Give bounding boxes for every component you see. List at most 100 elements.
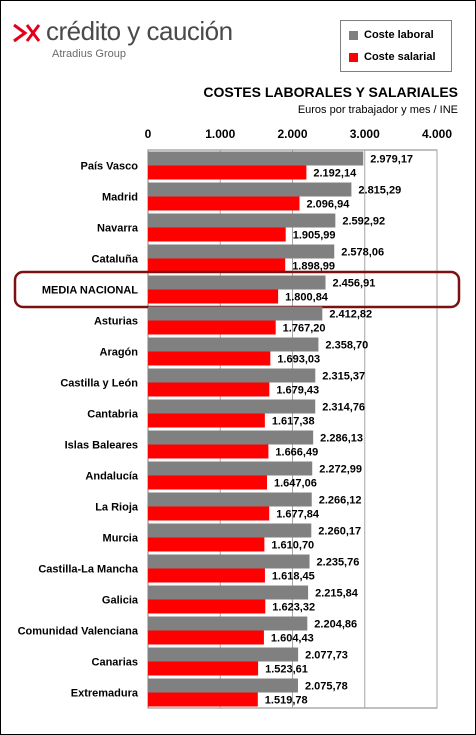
category-label: Aragón [100,347,139,359]
category-label: Navarra [97,223,139,235]
category-label: Cataluña [92,254,139,266]
data-label-coste-laboral: 2.315,37 [322,371,365,383]
data-label-coste-laboral: 2.266,12 [319,495,362,507]
bar-coste-salarial [148,320,276,335]
bar-coste-salarial [148,165,307,180]
x-tick-label: 3.000 [350,127,380,141]
data-label-coste-salarial: 1.617,38 [272,416,315,428]
bar-coste-salarial [148,692,258,707]
data-label-coste-salarial: 1.767,20 [283,323,326,335]
data-label-coste-salarial: 1.693,03 [277,354,320,366]
legend-label: Coste laboral [364,29,434,41]
category-label: Andalucía [85,471,138,483]
bar-coste-salarial [148,568,265,583]
bar-coste-salarial [148,630,264,645]
category-label: País Vasco [81,161,139,173]
chart-subtitle: Euros por trabajador y mes / INE [297,104,458,116]
data-label-coste-salarial: 2.096,94 [307,199,351,211]
bar-coste-salarial [148,351,271,366]
bar-coste-laboral [148,151,364,166]
category-label: La Rioja [95,502,139,514]
x-tick-label: 1.000 [205,127,235,141]
data-label-coste-salarial: 1.604,43 [271,633,314,645]
brand-chevron-icon [13,23,41,43]
bar-coste-salarial [148,661,259,676]
data-label-coste-laboral: 2.260,17 [318,526,361,538]
data-label-coste-salarial: 1.800,84 [285,292,329,304]
data-label-coste-laboral: 2.592,92 [342,216,385,228]
bar-coste-salarial [148,289,279,304]
data-label-coste-laboral: 2.578,06 [341,247,384,259]
data-label-coste-laboral: 2.215,84 [315,588,359,600]
data-label-coste-laboral: 2.235,76 [317,557,360,569]
category-label: Madrid [102,192,138,204]
bar-coste-laboral [148,368,316,383]
chart-title: COSTES LABORALES Y SALARIALES [203,84,458,100]
bar-coste-laboral [148,244,335,259]
category-label: Islas Baleares [65,440,138,452]
data-label-coste-laboral: 2.204,86 [314,619,357,631]
x-tick-label: 4.000 [422,127,452,141]
category-label: Asturias [94,316,138,328]
data-label-coste-salarial: 1.677,84 [276,509,320,521]
category-label: Extremadura [71,688,139,700]
data-label-coste-laboral: 2.358,70 [325,340,368,352]
bar-coste-laboral [148,554,310,569]
bar-coste-salarial [148,444,269,459]
data-label-coste-laboral: 2.412,82 [329,309,372,321]
bar-coste-laboral [148,678,298,693]
bar-coste-salarial [148,382,270,397]
category-label: Murcia [103,533,139,545]
data-label-coste-laboral: 2.314,76 [322,402,365,414]
data-label-coste-salarial: 1.905,99 [293,230,336,242]
category-label: Castilla-La Mancha [38,564,139,576]
category-label: Galicia [102,595,139,607]
bar-coste-laboral [148,182,352,197]
bar-coste-salarial [148,258,286,273]
category-label: Cantabria [87,409,139,421]
bar-coste-laboral [148,306,323,321]
data-label-coste-laboral: 2.979,17 [370,154,413,166]
bar-coste-salarial [148,599,266,614]
legend: Coste laboral Coste salarial [340,20,452,72]
bar-coste-laboral [148,337,319,352]
bar-coste-laboral [148,399,316,414]
data-label-coste-laboral: 2.286,13 [320,433,363,445]
data-label-coste-salarial: 2.192,14 [313,168,357,180]
bar-coste-laboral [148,275,326,290]
data-label-coste-laboral: 2.456,91 [333,278,376,290]
category-label: MEDIA NACIONAL [42,285,138,297]
data-label-coste-laboral: 2.075,78 [305,681,348,693]
bar-coste-laboral [148,430,314,445]
legend-swatch-gray [349,30,358,40]
category-label: Castilla y León [60,378,138,390]
category-label: Comunidad Valenciana [18,626,139,638]
x-tick-label: 2.000 [277,127,307,141]
bar-coste-laboral [148,523,312,538]
x-tick-label: 0 [145,127,152,141]
data-label-coste-laboral: 2.272,99 [319,464,362,476]
data-label-coste-salarial: 1.519,78 [265,695,308,707]
data-label-coste-laboral: 2.815,29 [358,185,401,197]
bar-coste-salarial [148,196,300,211]
bar-coste-laboral [148,213,336,228]
bar-coste-laboral [148,585,309,600]
legend-item-coste-laboral: Coste laboral [349,29,434,41]
brand-group: Atradius Group [52,48,126,60]
data-label-coste-salarial: 1.610,70 [271,540,314,552]
bar-coste-laboral [148,616,308,631]
brand-name: crédito y caución [46,16,233,46]
bar-coste-laboral [148,647,299,662]
data-label-coste-salarial: 1.647,06 [274,478,317,490]
bar-coste-salarial [148,537,265,552]
data-label-coste-salarial: 1.623,32 [272,602,315,614]
bar-coste-laboral [148,461,313,476]
data-label-coste-salarial: 1.898,99 [292,261,335,273]
legend-label: Coste salarial [364,51,436,63]
data-label-coste-laboral: 2.077,73 [305,650,348,662]
legend-item-coste-salarial: Coste salarial [349,51,436,63]
category-label: Canarias [92,657,138,669]
bar-coste-salarial [148,506,270,521]
bar-coste-salarial [148,475,268,490]
